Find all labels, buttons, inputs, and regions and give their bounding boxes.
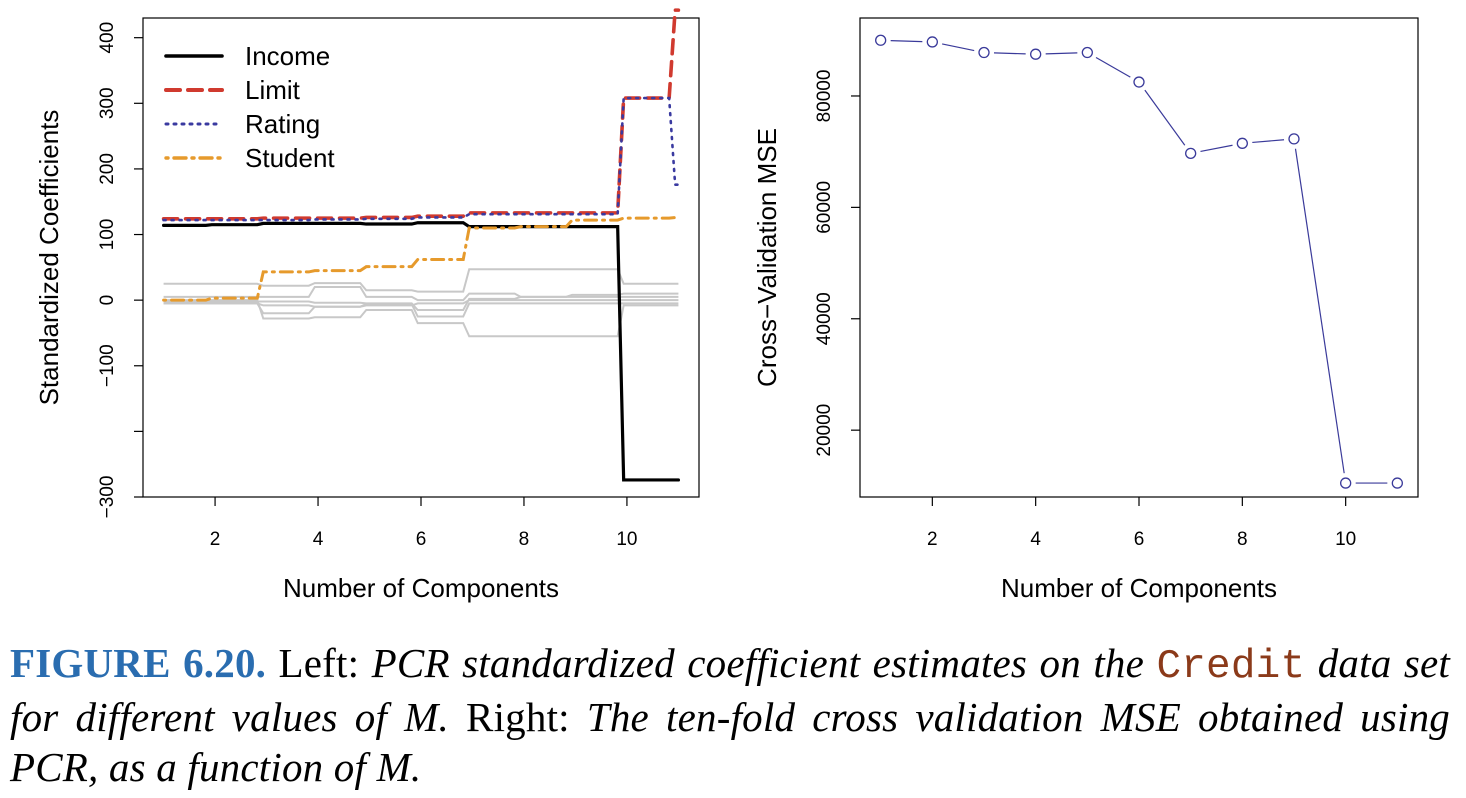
figure-label: FIGURE 6.20. [10, 640, 267, 686]
left-y-tick-label: 300 [97, 87, 118, 119]
legend-label-income: Income [245, 41, 330, 71]
left-x-axis-label: Number of Components [283, 573, 559, 603]
series-line-student [162, 215, 680, 302]
mse-point [978, 46, 990, 59]
left-x-tick-label: 6 [416, 529, 427, 550]
left-x-tick-label: 8 [519, 529, 530, 550]
mse-line-segment [1144, 89, 1186, 146]
caption-m-symbol-2: M [376, 744, 411, 790]
gray-coefficient-line-1 [163, 268, 679, 293]
right-x-tick-label: 4 [1030, 529, 1041, 550]
mse-line-segment [1045, 52, 1078, 55]
right-x-tick-label: 8 [1237, 529, 1248, 550]
legend-label-rating: Rating [245, 109, 320, 139]
mse-line-segment [1095, 56, 1131, 78]
right-plot-frame [859, 17, 1419, 498]
mse-point [1133, 76, 1145, 88]
left-coefficient-chart: 2 4 6 8 10 −300 −100 0 100 200 300 400 Number of Com… [34, 8, 700, 603]
caption-left-text-2: data set for different values of [10, 640, 1450, 740]
right-x-tick-label: 2 [927, 529, 938, 550]
mse-point [875, 34, 887, 46]
mse-line-segment [942, 43, 975, 52]
caption-period: . [438, 694, 449, 740]
legend-label-student: Student [245, 143, 335, 173]
right-cv-mse-chart: 2 4 6 8 10 20000 40000 60000 80000 Number of Comp… [752, 17, 1419, 603]
caption-left-word: Left: [278, 640, 360, 686]
left-plot-frame [142, 17, 700, 498]
mse-line-segment [1200, 144, 1233, 153]
caption-end: . [410, 744, 422, 790]
series-line-income [161, 221, 681, 482]
right-y-tick-label: 60000 [814, 181, 835, 234]
mse-line-segment [1294, 148, 1345, 474]
left-y-tick-label: 100 [97, 219, 118, 251]
series-line-rating [162, 96, 680, 222]
mse-point [1185, 147, 1197, 159]
left-x-tick-label: 10 [616, 529, 637, 550]
caption-right-word: Right: [466, 694, 570, 740]
caption-dataset-code: Credit [1156, 644, 1306, 690]
left-y-tick-label: 200 [97, 153, 118, 185]
right-y-axis-label: Cross−Validation MSE [752, 128, 782, 387]
right-y-tick-label: 20000 [814, 404, 835, 457]
legend-label-limit: Limit [245, 75, 301, 105]
mse-point [1288, 133, 1300, 145]
mse-point [1391, 477, 1403, 489]
gray-coefficient-line-4 [163, 302, 679, 318]
left-x-tick-label: 4 [313, 529, 324, 550]
caption-right-text: The ten-fold cross validation MSE obtain… [10, 694, 1451, 790]
mse-point [1340, 477, 1352, 489]
gray-coefficient-line-3 [163, 292, 679, 311]
mse-point [1081, 46, 1093, 59]
mse-line-segment [1252, 139, 1285, 144]
left-y-tick-label: −300 [97, 476, 118, 519]
right-y-tick-label: 80000 [814, 70, 835, 123]
figure-caption: FIGURE 6.20. Left: PCR standardized coef… [10, 638, 1450, 792]
left-y-axis-label: Standardized Coefficients [34, 110, 64, 406]
mse-point [1030, 48, 1042, 60]
gray-coefficient-line-5 [163, 299, 679, 338]
gray-coefficient-line-6 [163, 299, 679, 308]
right-x-axis-label: Number of Components [1001, 573, 1277, 603]
series-line-limit [161, 8, 681, 221]
mse-line-segment [993, 52, 1026, 55]
mse-point [1236, 137, 1248, 149]
mse-point [926, 36, 938, 48]
caption-left-text: PCR standardized coefficient estimates o… [371, 640, 1145, 686]
right-x-tick-label: 10 [1335, 529, 1356, 550]
left-y-tick-label: −100 [97, 344, 118, 387]
left-x-tick-label: 2 [210, 529, 221, 550]
left-y-tick-label: 0 [97, 295, 118, 306]
left-y-tick-label: 400 [97, 22, 118, 54]
figure-plots: 2 4 6 8 10 −300 −100 0 100 200 300 400 Number of Com… [34, 8, 1419, 603]
mse-line-segment [890, 40, 923, 43]
gray-coefficient-line-2 [163, 286, 679, 302]
caption-m-symbol-1: M [404, 694, 439, 740]
right-y-tick-label: 40000 [814, 292, 835, 345]
right-x-tick-label: 6 [1134, 529, 1145, 550]
left-legend: Income Limit Rating Student [164, 41, 335, 173]
